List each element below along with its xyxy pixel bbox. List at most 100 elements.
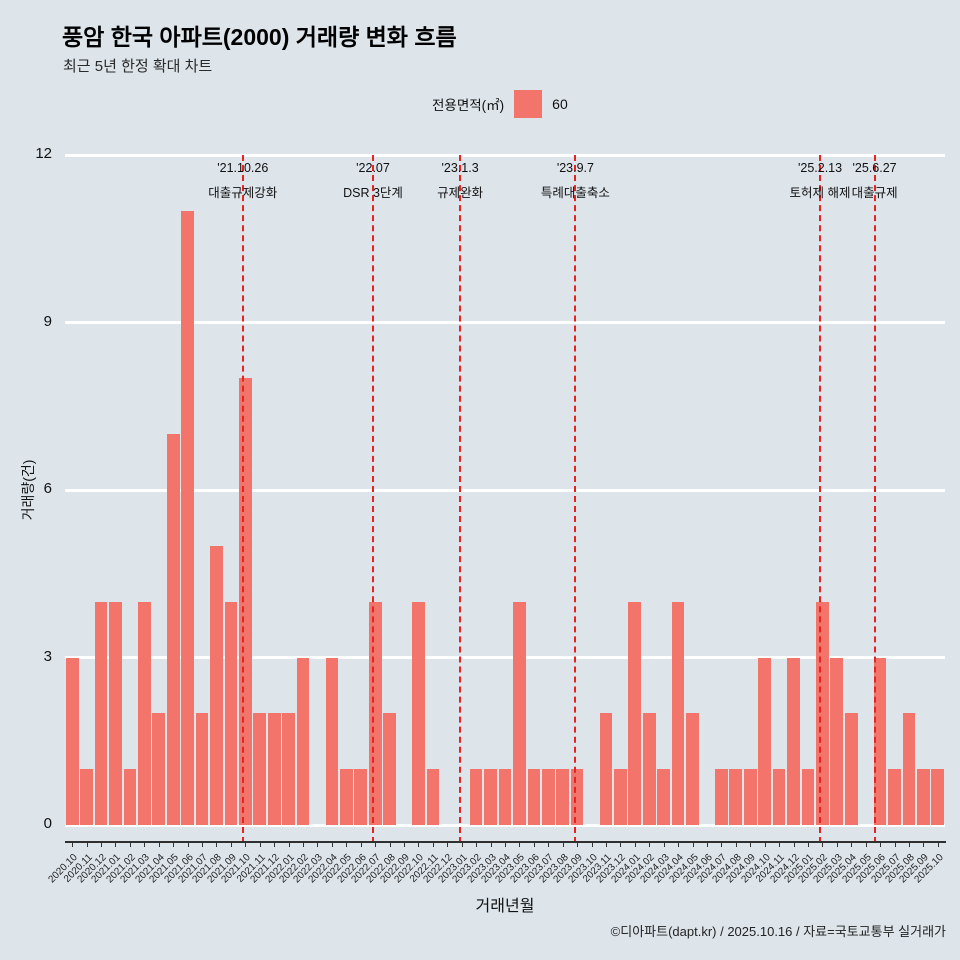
legend-value: 60 — [552, 96, 568, 112]
bar-2021.12 — [267, 713, 281, 825]
event-dashed-line — [819, 155, 822, 843]
bar-2023.12 — [614, 769, 627, 825]
bar-2024.05 — [686, 713, 699, 825]
bar-2023.09 — [570, 769, 584, 825]
event-dashed-line — [459, 155, 462, 843]
bar-2021.08 — [210, 545, 223, 825]
bar-2023.08 — [556, 769, 570, 825]
footer-credit: ©디아파트(dapt.kr) / 2025.10.16 / 자료=국토교통부 실… — [610, 924, 946, 939]
y-tick-label: 3 — [43, 647, 52, 665]
event-label: 대출규제 — [851, 186, 898, 200]
event-label: DSR 3단계 — [343, 186, 403, 200]
bar-2021.02 — [123, 769, 137, 825]
x-tick-mark — [389, 843, 391, 847]
bar-2022.07 — [368, 601, 382, 825]
x-tick-mark — [375, 843, 377, 847]
x-tick-mark — [735, 843, 737, 847]
y-tick-label: 0 — [43, 815, 52, 832]
bar-2025.09 — [917, 769, 930, 825]
x-tick-mark — [288, 843, 290, 847]
bar-2025.10 — [931, 769, 945, 825]
bar-2025.02 — [816, 601, 829, 825]
bar-2025.04 — [844, 713, 858, 825]
bar-2021.01 — [109, 601, 122, 825]
bar-2023.07 — [541, 769, 555, 825]
bar-2022.04 — [325, 657, 339, 825]
x-tick-mark — [303, 843, 305, 847]
bar-2023.06 — [527, 769, 541, 825]
x-tick-mark — [230, 843, 232, 847]
bar-2023.02 — [469, 769, 483, 825]
x-tick-mark — [72, 843, 74, 847]
bar-2024.03 — [657, 769, 671, 825]
x-tick-mark — [807, 843, 809, 847]
x-tick-mark — [418, 843, 420, 847]
plot-area: '21.10.26 대출규제강화 '22.07 DSR 3단계 '23.1.3 규제완화 '… — [65, 153, 945, 843]
gridline-y6 — [65, 488, 945, 492]
bar-2025.07 — [888, 769, 901, 825]
x-tick-mark — [865, 843, 867, 847]
bar-2022.08 — [383, 713, 396, 825]
gridline-y12 — [65, 153, 945, 157]
x-tick-mark — [591, 843, 593, 847]
bar-2020.10 — [65, 657, 79, 825]
event-dashed-line — [241, 155, 244, 843]
x-tick-mark — [173, 843, 175, 847]
x-tick-mark — [101, 843, 103, 847]
x-tick-mark — [634, 843, 636, 847]
bar-2024.01 — [628, 601, 642, 825]
x-tick-mark — [202, 843, 204, 847]
x-tick-mark — [562, 843, 564, 847]
legend-color-swatch — [514, 90, 543, 118]
x-tick-mark — [331, 843, 333, 847]
event-dashed-line — [574, 155, 577, 843]
bar-2025.06 — [873, 657, 887, 825]
bar-2022.05 — [339, 769, 353, 825]
x-tick-mark — [432, 843, 434, 847]
x-tick-mark — [779, 843, 781, 847]
chart-subtitle: 최근 5년 한정 확대 차트 — [63, 58, 213, 75]
event-label: 대출규제강화 — [208, 186, 278, 200]
x-tick-mark — [577, 843, 579, 847]
bar-2023.04 — [498, 769, 512, 825]
x-tick-mark — [346, 843, 348, 847]
x-tick-mark — [923, 843, 925, 847]
x-tick-mark — [447, 843, 449, 847]
bar-2023.03 — [484, 769, 497, 825]
bar-2024.07 — [715, 769, 728, 825]
bar-2024.02 — [642, 713, 656, 825]
bar-2023.11 — [599, 713, 613, 825]
bar-2020.12 — [94, 601, 108, 825]
x-tick-mark — [115, 843, 117, 847]
bar-2021.07 — [195, 713, 209, 825]
y-tick-label: 6 — [43, 480, 52, 497]
x-tick-mark — [750, 843, 752, 847]
bar-2021.06 — [181, 210, 194, 825]
event-label: 토허제 해제 — [789, 186, 851, 200]
x-tick-mark — [663, 843, 665, 847]
bar-2024.04 — [671, 601, 685, 825]
x-tick-mark — [822, 843, 824, 847]
x-tick-mark — [548, 843, 550, 847]
x-tick-mark — [533, 843, 535, 847]
bar-2025.03 — [830, 657, 844, 825]
bar-2025.08 — [902, 713, 916, 825]
x-tick-mark — [836, 843, 838, 847]
x-axis-title: 거래년월 — [475, 898, 535, 915]
bar-2024.12 — [787, 657, 800, 825]
x-tick-mark — [706, 843, 708, 847]
y-tick-label: 12 — [35, 145, 52, 162]
event-date: '22.07 — [356, 161, 390, 175]
x-tick-mark — [187, 843, 189, 847]
bar-2022.10 — [412, 601, 425, 825]
gridline-y3 — [65, 656, 945, 659]
legend-label: 전용면적(㎡) — [432, 98, 505, 113]
x-tick-mark — [245, 843, 247, 847]
bar-2021.04 — [152, 713, 166, 825]
bar-2022.06 — [354, 769, 368, 825]
x-tick-mark — [274, 843, 276, 847]
event-date: '25.6.27 — [852, 161, 897, 175]
x-tick-mark — [404, 843, 406, 847]
event-date: '23.1.3 — [441, 161, 479, 175]
